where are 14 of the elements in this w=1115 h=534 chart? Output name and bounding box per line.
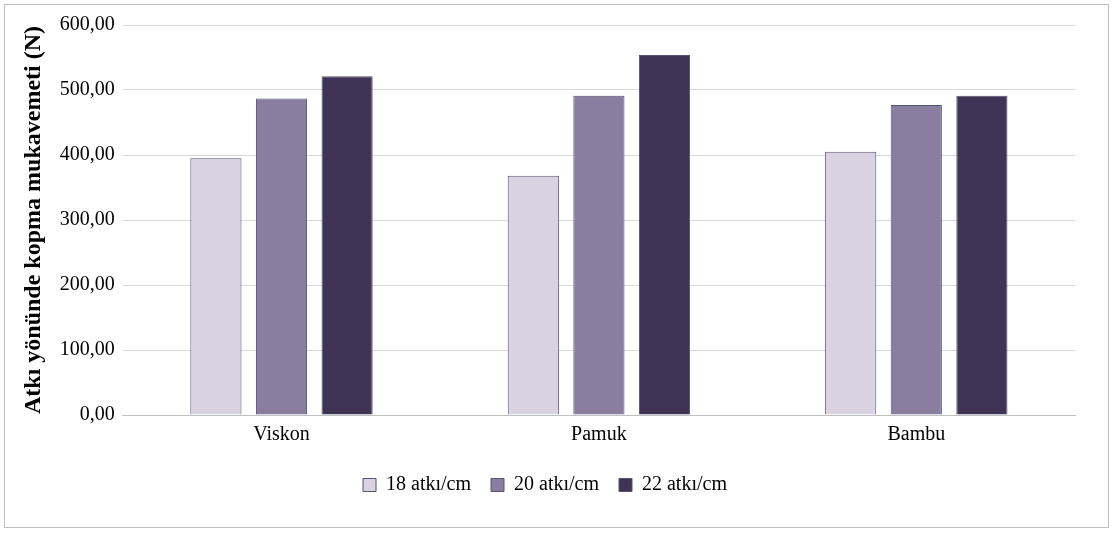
y-tick-label: 200,00 [59,272,115,295]
legend-label: 22 atkı/cm [641,472,728,495]
legend-label: 20 atkı/cm [514,472,600,495]
y-tick-label: 500,00 [59,77,115,100]
y-axis-title: Atkı yönünde kopma mukavemeti (N) [18,25,45,415]
y-tick-label: 400,00 [59,142,115,165]
y-tick-label: 600,00 [59,12,115,35]
x-tick-label: Pamuk [571,422,627,445]
legend-label: 18 atkı/cm [386,472,472,495]
x-tick-label: Bambu [887,422,946,445]
y-tick-label: 300,00 [59,207,115,230]
x-tick-label: Viskon [253,422,310,445]
y-tick-label: 100,00 [59,337,115,360]
y-tick-label: 0,00 [79,402,115,425]
